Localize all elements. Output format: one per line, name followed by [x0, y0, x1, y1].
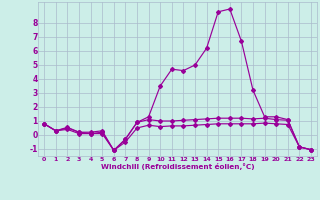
- X-axis label: Windchill (Refroidissement éolien,°C): Windchill (Refroidissement éolien,°C): [101, 163, 254, 170]
